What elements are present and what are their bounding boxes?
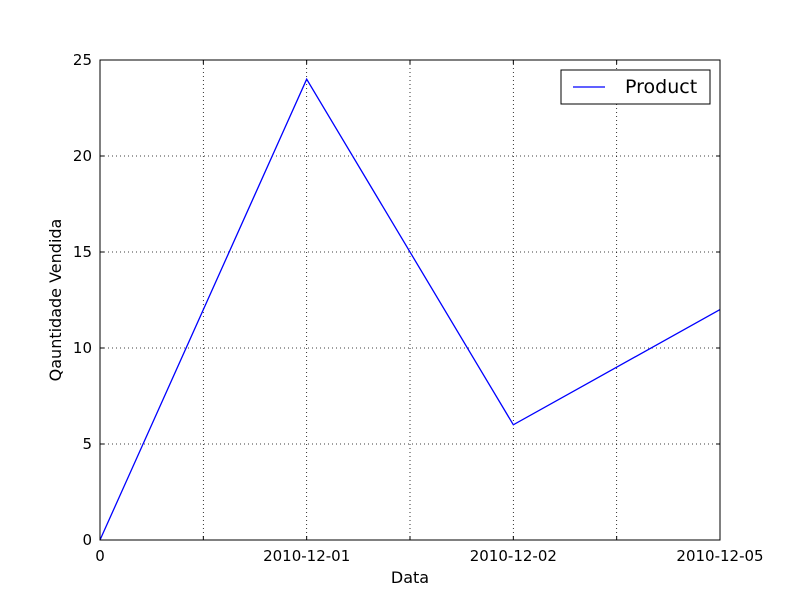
y-tick-label: 25	[73, 51, 92, 69]
y-tick-labels: 0 5 10 15 20 25	[73, 51, 92, 549]
legend: Product	[560, 69, 711, 105]
y-tick-label: 15	[73, 243, 92, 261]
x-tick-label: 2010-12-02	[470, 547, 557, 565]
x-tick-label: 2010-12-05	[676, 547, 763, 565]
y-tick-label: 10	[73, 339, 92, 357]
x-tick-label: 2010-12-01	[263, 547, 350, 565]
series-line-product	[99, 77, 721, 541]
x-axis-label: Data	[391, 568, 429, 587]
x-tick-labels: 0 2010-12-01 2010-12-02 2010-12-05	[95, 547, 763, 565]
y-tick-label: 0	[82, 531, 92, 549]
tick-marks	[99, 59, 721, 541]
legend-label-product: Product	[625, 76, 697, 98]
y-tick-label: 5	[82, 435, 92, 453]
series-layer	[99, 77, 721, 541]
grid-lines	[100, 60, 720, 540]
y-tick-label: 20	[73, 147, 92, 165]
y-axis-label: Qauntidade Vendida	[46, 219, 65, 382]
x-tick-label: 0	[95, 547, 105, 565]
